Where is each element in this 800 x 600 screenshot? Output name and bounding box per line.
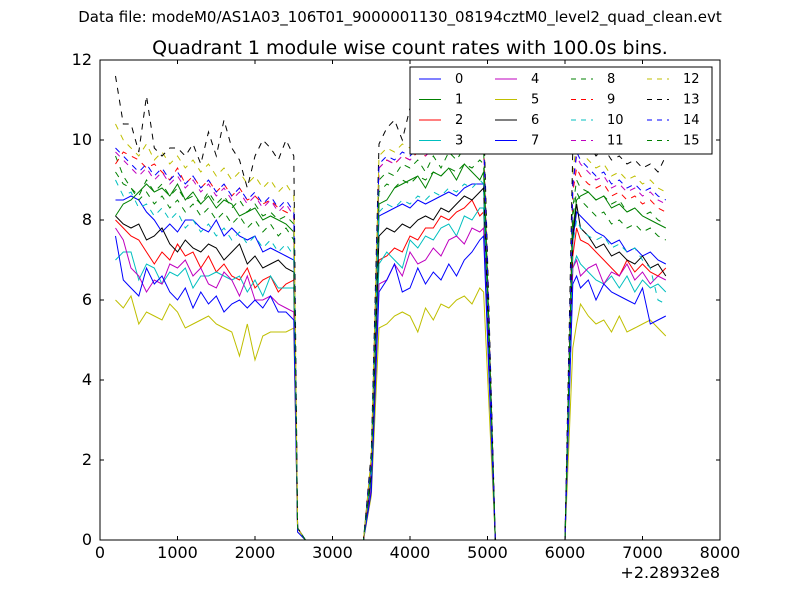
series-layer	[115, 75, 667, 540]
legend-label: 10	[607, 113, 624, 128]
series-line-0	[115, 183, 667, 540]
legend-label: 2	[455, 113, 463, 128]
legend-label: 4	[531, 72, 539, 87]
series-line-3	[115, 207, 667, 540]
series-line-12	[115, 115, 667, 540]
x-tick-label: 3000	[312, 543, 353, 562]
legend-label: 5	[531, 93, 539, 108]
y-tick-label: 2	[82, 450, 92, 469]
series-line-8	[115, 143, 667, 540]
y-tick-label: 10	[72, 130, 92, 149]
series-line-11	[115, 130, 667, 540]
legend-label: 6	[531, 113, 539, 128]
series-line-5	[115, 287, 667, 540]
legend-label: 8	[607, 72, 615, 87]
legend-label: 15	[683, 134, 700, 149]
y-tick-label: 4	[82, 370, 92, 389]
x-tick-label: 6000	[545, 543, 586, 562]
x-tick-label: 7000	[622, 543, 663, 562]
series-line-7	[115, 234, 667, 540]
x-tick-label: 0	[95, 543, 105, 562]
series-line-6	[115, 186, 667, 540]
suptitle: Data file: modeM0/AS1A03_106T01_90000011…	[78, 8, 722, 26]
series-line-1	[115, 163, 667, 540]
y-tick-label: 12	[72, 50, 92, 69]
chart-title: Quadrant 1 module wise count rates with …	[152, 37, 668, 59]
legend-label: 1	[455, 93, 463, 108]
legend-label: 14	[683, 113, 700, 128]
x-tick-label: 5000	[467, 543, 508, 562]
series-line-10	[115, 179, 667, 540]
legend-box	[409, 66, 713, 155]
series-line-14	[115, 126, 667, 540]
legend-label: 9	[607, 93, 615, 108]
legend-label: 0	[455, 72, 463, 87]
x-offset-label: +2.28932e8	[620, 563, 720, 582]
legend-label: 7	[531, 134, 539, 149]
series-line-4	[115, 226, 667, 540]
legend-label: 3	[455, 134, 463, 149]
x-tick-label: 8000	[700, 543, 741, 562]
x-tick-label: 4000	[390, 543, 431, 562]
legend-label: 12	[683, 72, 700, 87]
series-line-15	[115, 159, 667, 540]
x-tick-label: 2000	[235, 543, 276, 562]
y-tick-label: 0	[82, 530, 92, 549]
legend-label: 11	[607, 134, 624, 149]
legend-label: 13	[683, 93, 700, 108]
x-tick-label: 1000	[157, 543, 198, 562]
axis-layer: 0 1000 2000 3000 4000 5000 6000 7000 80000246810…	[72, 50, 741, 562]
series-line-9	[115, 135, 667, 540]
y-tick-label: 6	[82, 290, 92, 309]
y-tick-label: 8	[82, 210, 92, 229]
